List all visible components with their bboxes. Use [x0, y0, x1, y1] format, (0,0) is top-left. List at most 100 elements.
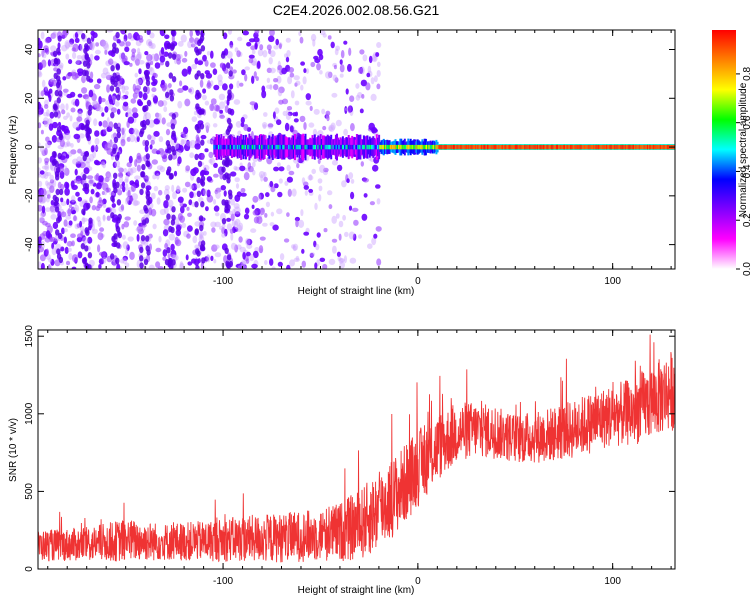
noise-cell	[102, 162, 106, 169]
noise-streak-cell	[112, 147, 117, 154]
noise-cell	[209, 157, 215, 166]
noise-streak-cell	[139, 188, 144, 196]
signal-cell	[514, 144, 517, 150]
noise-cell	[181, 68, 188, 77]
noise-streak-cell	[195, 89, 200, 97]
noise-cell	[50, 208, 57, 214]
noise-cell	[123, 34, 128, 42]
noise-cell	[162, 154, 168, 163]
noise-cell	[208, 151, 214, 159]
noise-cell	[38, 180, 43, 187]
noise-cell	[305, 100, 312, 106]
signal-cell	[365, 144, 368, 150]
noise-streak-cell	[54, 196, 60, 204]
signal-cell	[309, 144, 312, 150]
noise-cell	[269, 50, 276, 58]
noise-cell	[81, 75, 86, 84]
noise-cell	[164, 185, 170, 191]
noise-cell	[111, 134, 115, 139]
noise-cell	[243, 124, 249, 131]
noise-streak-cell	[56, 217, 61, 224]
noise-cell	[87, 225, 92, 231]
signal-cell	[479, 144, 482, 150]
noise-cell	[244, 73, 248, 82]
noise-cell	[40, 90, 45, 97]
noise-cell	[138, 38, 144, 43]
noise-cell	[328, 258, 336, 265]
noise-cell	[93, 159, 100, 165]
noise-cell	[262, 222, 268, 227]
colorbar-tick-label: 0.2	[742, 213, 750, 227]
noise-cell	[102, 214, 106, 222]
noise-cell	[46, 109, 50, 117]
snr-marks	[38, 334, 675, 563]
signal-cell	[220, 144, 223, 150]
noise-cell	[187, 212, 192, 217]
noise-cell	[158, 189, 163, 196]
snr-xtick-label: 100	[604, 576, 621, 587]
noise-cell	[160, 79, 165, 85]
signal-cell	[611, 144, 614, 150]
noise-streak-cell	[200, 201, 205, 208]
signal-cell	[308, 144, 310, 150]
noise-cell	[369, 201, 375, 206]
signal-cell	[416, 144, 419, 150]
signal-cell	[278, 144, 281, 150]
signal-cell	[216, 144, 219, 150]
noise-cell	[135, 85, 142, 91]
noise-cell	[337, 256, 342, 262]
noise-cell	[75, 60, 82, 65]
signal-cell	[548, 144, 551, 150]
noise-cell	[121, 127, 125, 136]
noise-cell	[255, 76, 259, 81]
signal-cell	[450, 144, 453, 150]
signal-cell	[532, 144, 535, 150]
signal-cell	[537, 144, 540, 150]
noise-cell	[97, 199, 104, 207]
noise-cell	[50, 32, 56, 39]
noise-cell	[88, 178, 94, 187]
noise-cell	[100, 98, 106, 103]
noise-cell	[238, 236, 243, 243]
noise-streak-cell	[225, 159, 230, 166]
noise-cell	[176, 150, 182, 156]
noise-cell	[74, 37, 80, 44]
noise-cell	[203, 188, 208, 197]
noise-cell	[245, 251, 251, 257]
noise-cell	[179, 215, 186, 223]
noise-cell	[262, 50, 268, 58]
noise-cell	[189, 152, 195, 159]
signal-cell	[393, 144, 396, 150]
noise-cell	[273, 84, 279, 91]
noise-cell	[328, 204, 333, 210]
noise-cell	[104, 176, 110, 183]
noise-streak-cell	[168, 258, 173, 265]
noise-cell	[303, 231, 310, 236]
noise-cell	[241, 69, 246, 76]
noise-cell	[208, 158, 213, 164]
noise-cell	[230, 213, 235, 222]
noise-cell	[338, 233, 342, 241]
signal-cell	[408, 144, 411, 150]
signal-cell	[525, 144, 528, 150]
signal-cell	[463, 144, 466, 150]
noise-cell	[301, 248, 305, 254]
noise-cell	[375, 226, 382, 232]
signal-cell	[486, 144, 489, 150]
noise-cell	[179, 262, 185, 269]
signal-cell	[361, 144, 364, 150]
signal-cell	[454, 144, 457, 150]
noise-streak-cell	[84, 150, 90, 158]
signal-cell	[222, 144, 225, 150]
noise-cell	[365, 82, 371, 91]
noise-cell	[83, 167, 90, 175]
noise-cell	[349, 95, 355, 102]
noise-cell	[65, 41, 70, 50]
noise-cell	[230, 171, 237, 177]
noise-streak-cell	[84, 70, 89, 77]
noise-cell	[153, 53, 160, 62]
noise-cell	[292, 112, 297, 117]
signal-cell	[291, 144, 294, 150]
noise-cell	[153, 118, 160, 125]
noise-cell	[367, 243, 373, 249]
